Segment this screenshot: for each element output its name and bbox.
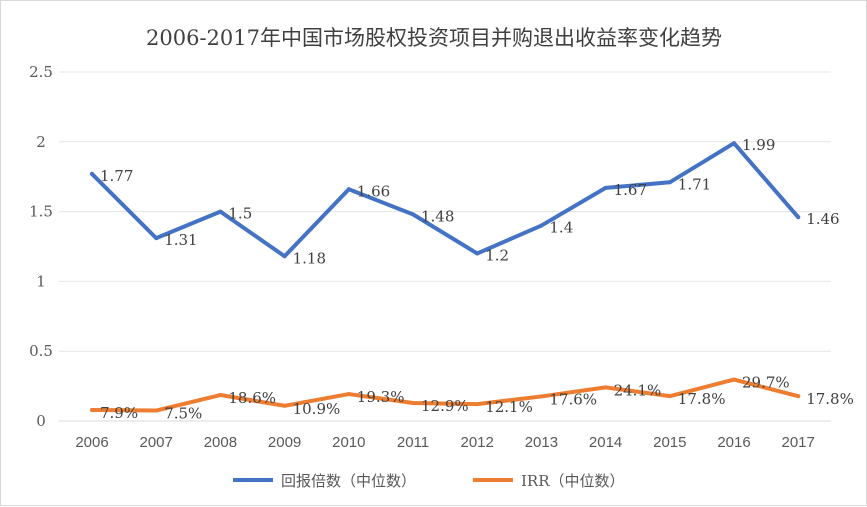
data-point (667, 180, 672, 185)
x-tick-label: 2014 (589, 434, 622, 451)
data-label: 1.66 (357, 182, 390, 200)
y-tick-label: 1 (36, 272, 46, 290)
data-label: 1.77 (100, 167, 133, 185)
x-tick-label: 2006 (75, 434, 108, 451)
x-tick-label: 2013 (525, 434, 558, 451)
data-label: 1.48 (421, 207, 454, 225)
y-tick-label: 1.5 (29, 203, 53, 221)
data-point (667, 394, 672, 399)
x-tick-label: 2011 (397, 434, 429, 451)
data-point (475, 251, 480, 256)
data-label: 17.8% (678, 390, 726, 408)
series-line-2 (90, 377, 801, 413)
data-point (218, 209, 223, 214)
x-tick-label: 2010 (332, 434, 365, 451)
data-label: 1.5 (228, 205, 252, 223)
y-tick-label: 0 (36, 412, 46, 430)
data-label: 10.9% (293, 400, 341, 418)
data-label: 7.9% (100, 404, 138, 422)
x-tick-label: 2012 (461, 434, 494, 451)
data-label: 12.1% (485, 398, 533, 416)
data-point (282, 403, 287, 408)
data-label: 18.6% (228, 389, 276, 407)
legend-label: IRR（中位数） (521, 472, 625, 490)
data-point (154, 236, 159, 241)
x-tick-label: 2008 (204, 434, 237, 451)
x-tick-label: 2017 (782, 434, 815, 451)
data-label: 1.67 (614, 181, 647, 199)
data-point (732, 141, 736, 146)
data-point (539, 394, 544, 399)
data-point (346, 392, 351, 397)
data-label: 19.3% (357, 388, 405, 406)
data-point (411, 400, 415, 405)
data-point (732, 377, 736, 382)
data-point (90, 407, 94, 412)
x-tick-label: 2016 (717, 434, 750, 451)
data-label: 29.7% (742, 374, 790, 392)
data-label: 24.1% (614, 381, 662, 399)
data-label: 1.18 (293, 249, 326, 267)
data-point (411, 212, 415, 217)
data-label: 1.46 (806, 210, 839, 228)
y-tick-label: 0.5 (29, 342, 53, 360)
data-point (796, 394, 801, 399)
y-tick-label: 2.5 (29, 63, 53, 81)
data-label: 1.4 (549, 219, 573, 237)
data-label: 1.2 (485, 246, 509, 264)
data-label: 7.5% (164, 405, 202, 423)
data-point (218, 393, 223, 398)
data-label: 17.6% (549, 390, 597, 408)
chart-title: 2006-2017年中国市场股权投资项目并购退出收益率变化趋势 (146, 26, 722, 50)
data-point (475, 402, 480, 407)
data-point (603, 385, 608, 390)
data-label: 1.31 (164, 231, 197, 249)
data-point (346, 187, 351, 192)
data-point (539, 223, 544, 228)
y-tick-label: 2 (36, 133, 46, 151)
x-tick-label: 2009 (268, 434, 301, 451)
legend-label: 回报倍数（中位数） (281, 472, 416, 490)
data-point (603, 185, 608, 190)
data-label: 12.9% (421, 397, 469, 415)
x-tick-label: 2015 (653, 434, 686, 451)
data-point (154, 408, 159, 413)
x-tick-label: 2007 (140, 434, 173, 451)
data-point (796, 215, 801, 220)
data-label: 17.8% (806, 390, 854, 408)
data-label: 1.99 (742, 136, 775, 154)
data-point (282, 254, 287, 259)
data-point (90, 171, 94, 176)
data-label: 1.71 (678, 175, 711, 193)
series-line-1 (90, 141, 801, 259)
